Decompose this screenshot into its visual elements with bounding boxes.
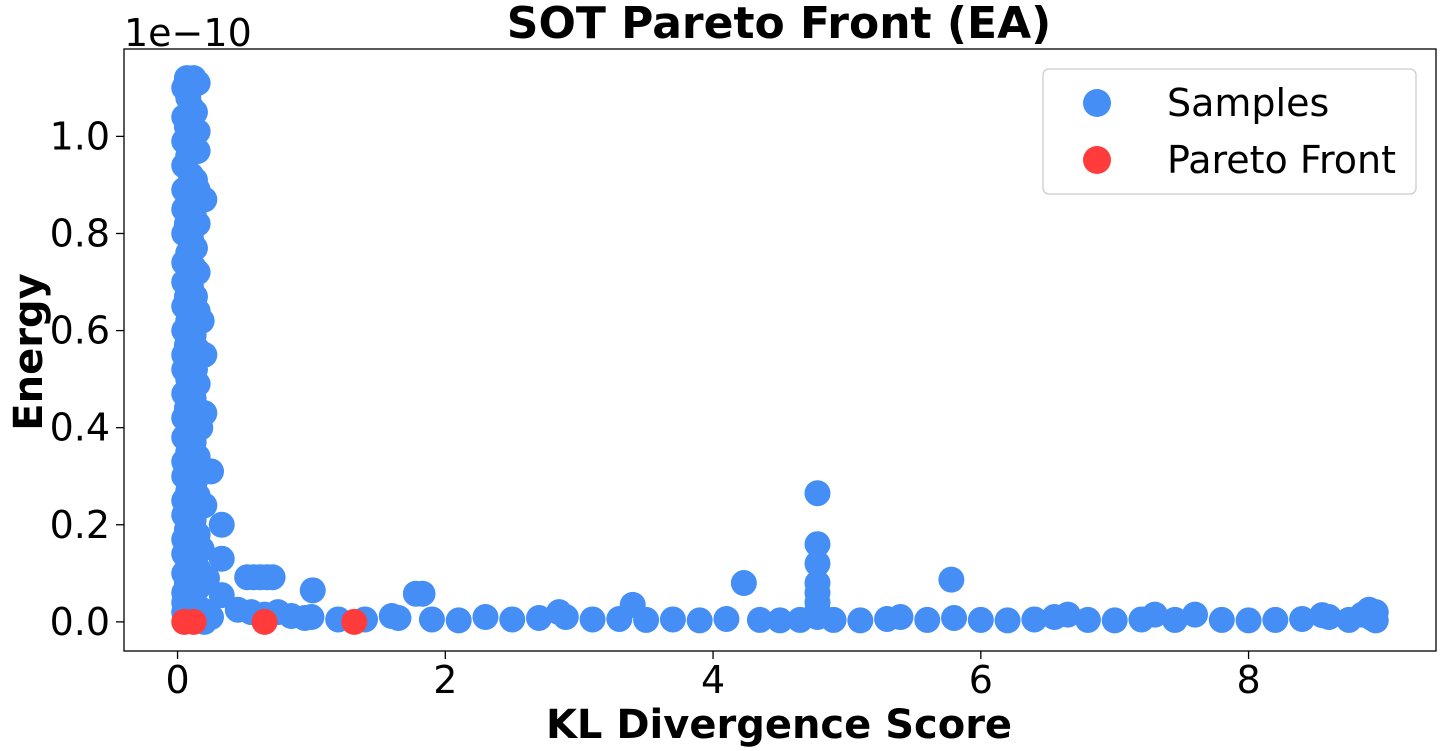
sample-point-142 — [804, 550, 831, 577]
legend-box — [1042, 68, 1417, 195]
sample-point-157 — [1021, 606, 1048, 633]
sample-point-122 — [418, 606, 445, 633]
x-axis-ticks: 0 2 4 6 8 — [165, 651, 1261, 702]
sample-point-75 — [208, 511, 235, 538]
sample-point-133 — [659, 606, 686, 633]
x-tick-label-4: 8 — [1236, 658, 1260, 702]
sample-point-125 — [499, 606, 526, 633]
series-samples — [171, 65, 1389, 635]
sample-point-107 — [259, 564, 286, 591]
sample-point-160 — [1074, 606, 1101, 633]
y-tick-label-0: 0.0 — [50, 600, 110, 644]
sample-point-124 — [472, 604, 499, 631]
sample-point-166 — [1208, 606, 1235, 633]
sample-point-165 — [1182, 601, 1209, 628]
pareto-point-2 — [251, 608, 278, 635]
x-tick-label-0: 0 — [165, 658, 189, 702]
sample-point-140 — [804, 480, 831, 507]
x-axis-label: KL Divergence Score — [546, 702, 1012, 748]
y-axis-label: Energy — [6, 273, 52, 430]
sample-point-153 — [938, 566, 965, 593]
sample-point-114 — [299, 577, 326, 604]
sample-point-141 — [804, 531, 831, 558]
sample-point-159 — [1054, 601, 1081, 628]
sample-point-128 — [552, 604, 579, 631]
sample-point-117 — [298, 604, 325, 631]
x-tick-label-3: 6 — [969, 658, 993, 702]
y-tick-label-4: 0.8 — [50, 211, 110, 255]
y-axis-ticks: 0.0 0.2 0.4 0.6 0.8 1.0 — [50, 114, 124, 644]
sample-point-169 — [1289, 605, 1316, 632]
y-tick-label-2: 0.4 — [50, 406, 110, 450]
sample-point-129 — [579, 606, 606, 633]
sample-point-83 — [208, 545, 235, 572]
plot-frame — [123, 48, 1437, 652]
sample-point-149 — [847, 607, 874, 634]
sample-point-137 — [746, 606, 773, 633]
y-tick-label-3: 0.6 — [50, 309, 110, 353]
sample-point-151 — [887, 604, 914, 631]
sample-point-155 — [967, 606, 994, 633]
y-axis-offset-label: 1e−10 — [124, 11, 252, 55]
sample-point-152 — [914, 606, 941, 633]
sample-point-136 — [730, 570, 757, 597]
points-layer — [171, 65, 1389, 635]
pareto-point-1 — [180, 608, 207, 635]
x-tick-label-2: 4 — [701, 658, 725, 702]
sample-point-121 — [385, 604, 412, 631]
sample-point-177 — [1362, 607, 1389, 634]
sample-point-134 — [686, 607, 713, 634]
sample-point-154 — [941, 604, 968, 631]
legend-label-pareto-front: Pareto Front — [1167, 138, 1396, 182]
y-tick-label-1: 0.2 — [50, 503, 110, 547]
legend-marker-samples — [1083, 89, 1111, 117]
sample-point-168 — [1262, 606, 1289, 633]
sample-point-132 — [633, 606, 660, 633]
sample-point-116 — [409, 580, 436, 607]
legend-marker-pareto-front — [1083, 146, 1111, 174]
sample-point-135 — [713, 605, 740, 632]
x-tick-label-1: 2 — [433, 658, 457, 702]
sample-point-161 — [1101, 607, 1128, 634]
chart-title: SOT Pareto Front (EA) — [507, 0, 1051, 49]
sample-point-123 — [445, 607, 472, 634]
sample-point-167 — [1235, 607, 1262, 634]
sample-point-164 — [1161, 606, 1188, 633]
sample-point-156 — [994, 607, 1021, 634]
sample-point-126 — [526, 604, 553, 631]
y-tick-label-5: 1.0 — [50, 114, 110, 158]
series-pareto-front — [171, 608, 368, 635]
sample-point-171 — [1315, 604, 1342, 631]
legend-label-samples: Samples — [1167, 81, 1329, 125]
pareto-point-3 — [341, 608, 368, 635]
legend: Samples Pareto Front — [1042, 68, 1417, 195]
sample-point-163 — [1141, 601, 1168, 628]
sample-point-148 — [820, 606, 847, 633]
sample-point-138 — [767, 607, 793, 634]
